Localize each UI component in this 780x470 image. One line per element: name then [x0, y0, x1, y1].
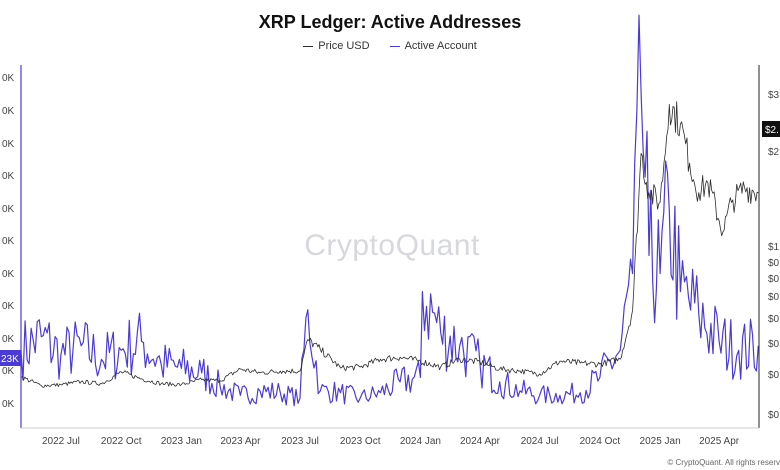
x-tick-label: 2024 Apr: [460, 436, 501, 447]
x-tick-label: 2024 Jan: [400, 436, 441, 447]
x-tick-label: 2024 Jul: [521, 436, 559, 447]
x-tick-label: 2023 Apr: [220, 436, 261, 447]
legend-item-active-account[interactable]: Active Account: [389, 40, 477, 52]
x-tick-label: 2022 Oct: [101, 436, 142, 447]
left-tick-label: 0K: [2, 399, 15, 410]
right-tick-label: $0: [768, 314, 780, 325]
right-axis-ticks: $3 $2 $1 $0 $0 $0 $0 $0 $0 $0: [768, 90, 780, 421]
x-tick-label: 2025 Jan: [640, 436, 681, 447]
left-axis-ticks: 0K 0K 0K 0K 0K 0K 0K 0K 0K 0K 0K: [2, 73, 15, 410]
right-tick-label: $3: [768, 90, 780, 101]
right-tick-label: $0: [768, 370, 780, 381]
left-tick-label: 0K: [2, 171, 15, 182]
left-tick-label: 0K: [2, 106, 15, 117]
right-tick-label: $0: [768, 292, 780, 303]
x-tick-label: 2023 Jan: [161, 436, 202, 447]
left-tick-label: 0K: [2, 204, 15, 215]
series-line-price: [21, 101, 759, 388]
series-line-active-account: [20, 14, 759, 407]
legend-swatch-price: [303, 45, 314, 47]
x-tick-label: 2023 Jul: [281, 436, 319, 447]
legend-label-price: Price USD: [318, 40, 370, 52]
right-badge-text: $2.: [765, 125, 779, 136]
watermark: CryptoQuant: [304, 229, 480, 262]
left-value-badge: 23K: [0, 350, 21, 366]
right-value-badge: $2.: [762, 121, 780, 137]
right-tick-label: $2: [768, 147, 780, 158]
x-axis-ticks: 2022 Jul 2022 Oct 2023 Jan 2023 Apr 2023 Jul…: [42, 436, 740, 447]
x-tick-label: 2022 Jul: [42, 436, 80, 447]
legend-label-active-account: Active Account: [404, 40, 477, 52]
right-tick-label: $1: [768, 242, 780, 253]
legend-swatch-active-account: [389, 45, 400, 47]
x-tick-label: 2025 Apr: [699, 436, 740, 447]
x-tick-label: 2023 Oct: [340, 436, 381, 447]
left-tick-label: 0K: [2, 269, 15, 280]
left-tick-label: 0K: [2, 139, 15, 150]
left-tick-label: 0K: [2, 73, 15, 84]
left-tick-label: 0K: [2, 236, 15, 247]
left-tick-label: 0K: [2, 301, 15, 312]
left-badge-text: 23K: [1, 354, 19, 365]
right-tick-label: $0: [768, 274, 780, 285]
plot-lines: [20, 14, 759, 407]
copyright-footer: © CryptoQuant. All rights reserv: [667, 458, 780, 467]
legend-item-price[interactable]: Price USD: [303, 40, 370, 52]
left-tick-label: 0K: [2, 366, 15, 377]
x-tick-label: 2024 Oct: [580, 436, 621, 447]
chart-title: XRP Ledger: Active Addresses: [258, 12, 522, 32]
right-tick-label: $0: [768, 410, 780, 421]
right-tick-label: $0: [768, 258, 780, 269]
right-tick-label: $0: [768, 339, 780, 350]
chart-legend: Price USD Active Account: [0, 40, 780, 52]
left-tick-label: 0K: [2, 334, 15, 345]
